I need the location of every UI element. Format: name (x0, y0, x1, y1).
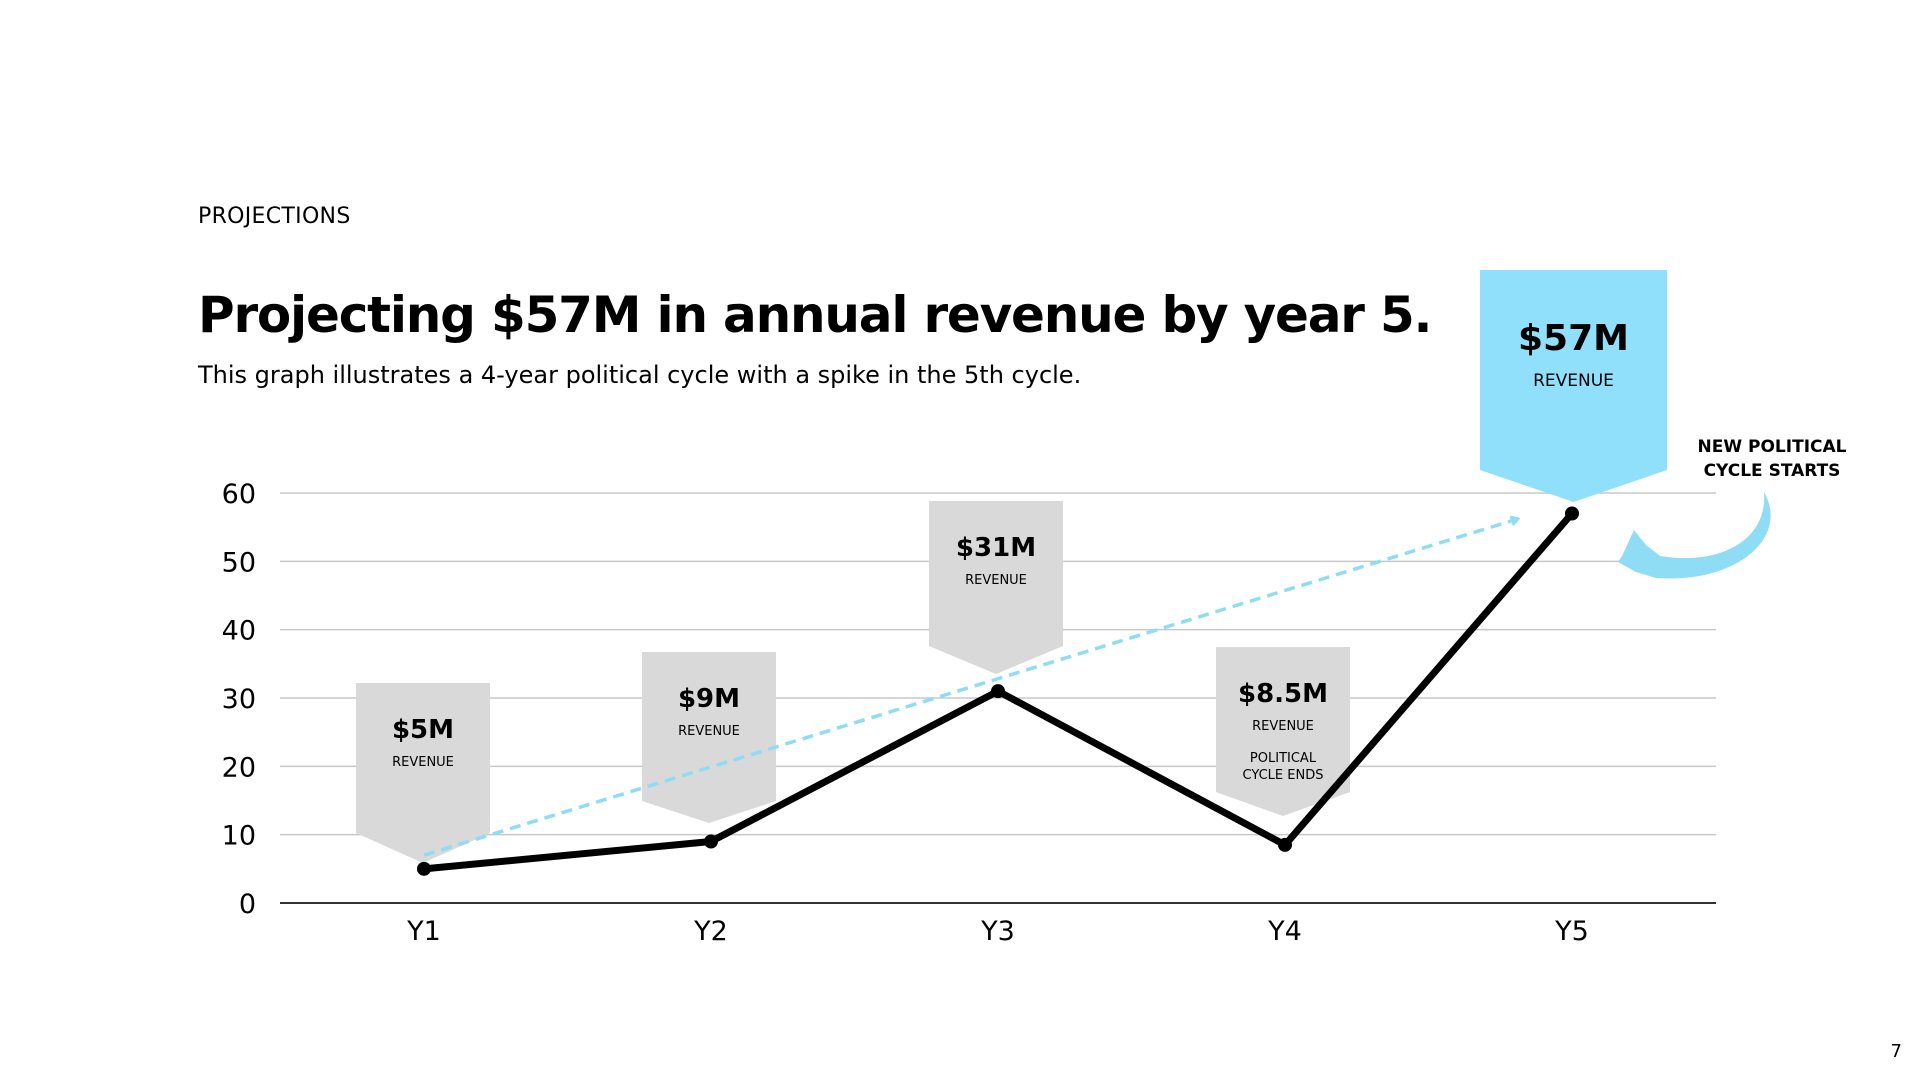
y-tick-label: 10 (222, 821, 256, 852)
callout-label: REVENUE (392, 755, 454, 770)
x-tick-label: Y4 (1267, 916, 1302, 947)
y-tick-label: 60 (222, 479, 256, 510)
annotation-text: NEW POLITICAL (1698, 437, 1847, 457)
callout-value: $5M (392, 715, 454, 745)
section-eyebrow: PROJECTIONS (198, 204, 351, 229)
x-tick-label: Y5 (1554, 916, 1589, 947)
data-point (991, 684, 1005, 699)
callout-label: REVENUE (1252, 719, 1314, 734)
callouts: $5M REVENUE $9M REVENUE $31M REVENUE $8.5M REVE… (356, 270, 1667, 863)
y-tick-label: 0 (239, 889, 256, 920)
callout-box (1216, 647, 1350, 816)
data-point (704, 834, 718, 849)
new-cycle-annotation: NEW POLITICAL CYCLE STARTS (1618, 437, 1847, 579)
callout-y3: $31M REVENUE (929, 501, 1063, 674)
callout-value: $8.5M (1238, 679, 1328, 709)
callout-box (642, 652, 776, 823)
data-point (1278, 837, 1292, 852)
callout-box (356, 683, 490, 863)
callout-note: POLITICAL (1250, 751, 1317, 766)
x-tick-label: Y3 (980, 916, 1015, 947)
callout-y1: $5M REVENUE (356, 683, 490, 863)
y-tick-label: 40 (222, 616, 256, 647)
callout-label: REVENUE (965, 573, 1027, 588)
y-tick-label: 20 (222, 752, 256, 783)
y-tick-label: 50 (222, 547, 256, 578)
page-number: 7 (1890, 1041, 1902, 1062)
callout-note: CYCLE ENDS (1243, 768, 1324, 783)
x-tick-label: Y2 (693, 916, 728, 947)
slide-title: Projecting $57M in annual revenue by yea… (198, 286, 1433, 344)
callout-box (1480, 270, 1667, 502)
x-tick-label: Y1 (406, 916, 441, 947)
callout-value: $57M (1518, 318, 1629, 359)
callout-label: REVENUE (1533, 371, 1614, 391)
callout-value: $31M (956, 533, 1036, 563)
data-point (417, 861, 431, 876)
callout-y4: $8.5M REVENUE POLITICAL CYCLE ENDS (1216, 647, 1350, 816)
data-point (1565, 506, 1579, 521)
callout-value: $9M (678, 684, 740, 714)
callout-label: REVENUE (678, 724, 740, 739)
slide-subtitle: This graph illustrates a 4-year politica… (198, 361, 1082, 389)
callout-box (929, 501, 1063, 674)
trend-line (423, 519, 1517, 857)
callout-y5: $57M REVENUE (1480, 270, 1667, 502)
callout-y2: $9M REVENUE (642, 652, 776, 823)
curved-arrow-icon (1618, 492, 1771, 579)
y-tick-label: 30 (222, 684, 256, 715)
annotation-text: CYCLE STARTS (1704, 461, 1841, 481)
